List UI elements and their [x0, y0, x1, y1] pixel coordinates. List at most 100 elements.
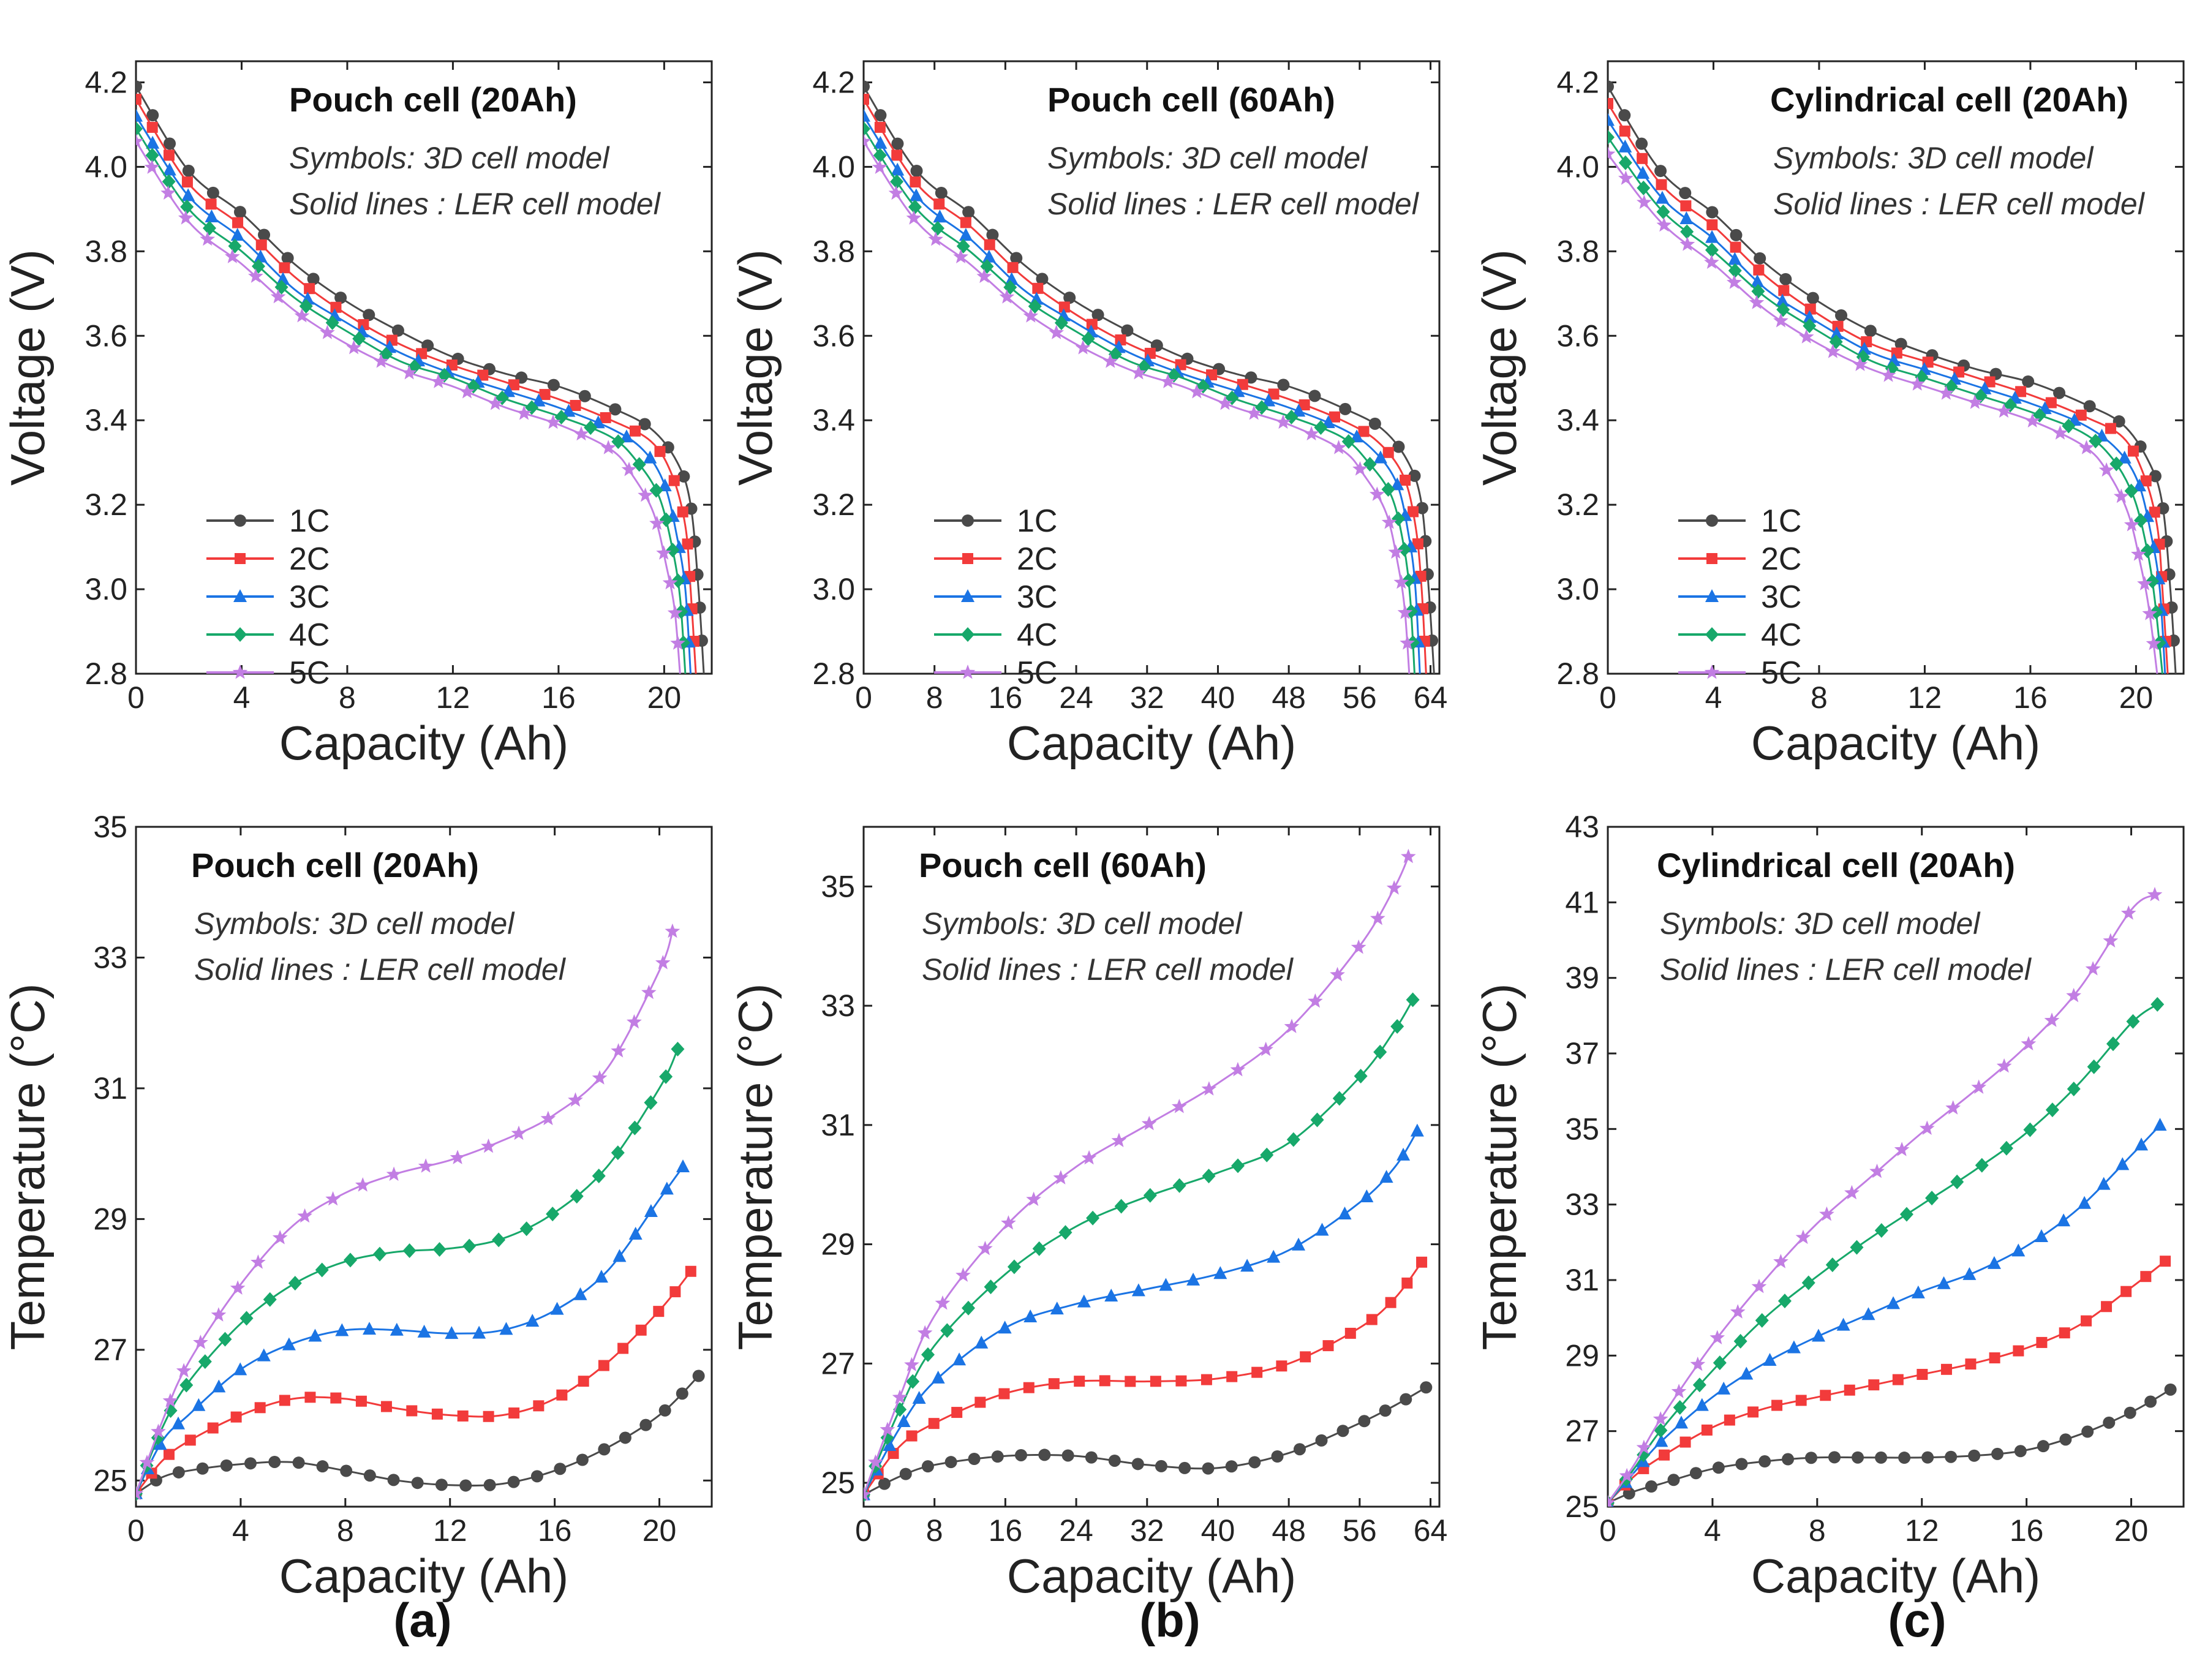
- data-point-3C: [282, 1337, 296, 1350]
- data-point-3C: [172, 1416, 186, 1430]
- data-point-1C: [1712, 1461, 1725, 1474]
- data-point-5C: [1773, 1254, 1789, 1268]
- data-point-4C: [432, 1241, 447, 1257]
- y-tick-label: 2.8: [1556, 657, 1599, 691]
- data-point-3C: [1292, 1237, 1306, 1251]
- data-point-2C: [304, 1392, 316, 1403]
- data-point-5C: [1303, 426, 1319, 441]
- data-point-5C: [662, 574, 678, 590]
- data-point-3C: [363, 1322, 377, 1335]
- data-point-3C: [2097, 1177, 2111, 1190]
- data-point-1C: [411, 1477, 424, 1490]
- data-point-1C: [658, 1404, 671, 1417]
- data-point-5C: [953, 249, 968, 263]
- data-point-1C: [363, 1469, 376, 1482]
- data-point-5C: [1386, 880, 1402, 895]
- data-point-3C: [1636, 165, 1650, 179]
- data-point-4C: [1673, 1399, 1687, 1415]
- data-point-4C: [1202, 1169, 1216, 1184]
- plot-frame: [1607, 60, 2185, 675]
- data-point-3C: [676, 1159, 690, 1172]
- data-point-2C: [1322, 1340, 1334, 1352]
- legend-label-3C: 3C: [289, 579, 330, 615]
- data-point-1C: [1085, 1451, 1098, 1464]
- plot-area: [864, 80, 1439, 674]
- data-point-2C: [2045, 397, 2057, 409]
- plot-area: [864, 848, 1433, 1502]
- data-point-1C: [244, 1457, 257, 1470]
- data-point-3C: [230, 227, 244, 241]
- data-point-1C: [2037, 1440, 2049, 1453]
- chart-b-voltage: 0 8 16 24 32 40 48 56 64 2.8 3.0 3.2 3.4 3.6 3.8 4.0 4.2…: [728, 60, 1447, 770]
- data-point-1C: [1063, 292, 1076, 304]
- data-point-5C: [1308, 993, 1323, 1008]
- data-point-2C: [279, 262, 290, 274]
- y-tick-label: 3.6: [1556, 318, 1599, 353]
- data-point-1C: [1645, 1480, 1658, 1493]
- data-point-2C: [1007, 262, 1019, 273]
- data-point-3C: [532, 393, 546, 407]
- data-point-2C: [1329, 411, 1340, 423]
- data-point-3C: [308, 1328, 322, 1342]
- series-line-5C: [1608, 894, 2155, 1504]
- data-point-2C: [1200, 1374, 1212, 1385]
- data-point-4C: [2087, 1059, 2101, 1074]
- data-point-2C: [431, 1408, 443, 1420]
- data-point-1C: [340, 1464, 353, 1477]
- data-point-4C: [1608, 130, 1615, 145]
- data-point-1C: [1806, 292, 1819, 304]
- y-tick-label: 29: [1565, 1338, 1599, 1373]
- x-axis-label: Capacity (Ah): [279, 1549, 569, 1603]
- data-point-5C: [1852, 356, 1868, 371]
- x-tick-label: 4: [232, 1513, 249, 1548]
- data-point-5C: [1246, 405, 1262, 420]
- data-point-1C: [2022, 375, 2035, 388]
- data-point-5C: [459, 384, 475, 399]
- data-point-2C: [928, 1418, 940, 1430]
- data-point-3C: [1373, 450, 1387, 464]
- data-point-4C: [145, 148, 159, 163]
- data-point-5C: [1996, 1058, 2012, 1073]
- data-point-2C: [254, 1402, 266, 1414]
- data-point-5C: [1909, 376, 1925, 391]
- data-point-5C: [355, 1177, 371, 1192]
- data-point-2C: [1032, 282, 1044, 294]
- data-point-2C: [1984, 376, 1996, 388]
- data-point-4C: [908, 199, 922, 214]
- data-point-2C: [682, 538, 693, 550]
- data-point-4C: [1260, 1147, 1274, 1162]
- data-point-2C: [668, 475, 680, 486]
- data-point-5C: [160, 185, 176, 200]
- data-point-3C: [472, 1325, 486, 1339]
- plot-area: [1608, 887, 2177, 1507]
- data-point-5C: [136, 1485, 144, 1501]
- data-point-2C: [1086, 318, 1098, 330]
- x-axis-label: Capacity (Ah): [1751, 716, 2041, 770]
- data-point-2C: [181, 176, 193, 188]
- data-point-5C: [906, 210, 922, 225]
- data-point-3C: [1390, 477, 1404, 491]
- data-point-3C: [1005, 272, 1019, 285]
- data-point-5C: [1880, 367, 1896, 382]
- data-point-5C: [928, 231, 943, 246]
- data-point-1C: [962, 206, 975, 219]
- data-point-1C: [268, 1455, 281, 1468]
- data-point-3C: [212, 1379, 226, 1393]
- data-point-3C: [612, 1249, 627, 1262]
- data-point-5C: [1938, 385, 1954, 400]
- data-point-1C: [1061, 1449, 1074, 1462]
- data-point-1C: [1339, 402, 1352, 415]
- data-point-2C: [1892, 1374, 1904, 1385]
- data-point-5C: [450, 1150, 466, 1164]
- data-point-5C: [1751, 1278, 1767, 1294]
- data-point-4C: [984, 1279, 998, 1295]
- data-point-2C: [330, 301, 342, 313]
- x-tick-label: 16: [2013, 680, 2048, 715]
- data-point-5C: [136, 134, 144, 148]
- y-tick-label: 4.0: [1556, 149, 1599, 184]
- data-point-5C: [904, 1357, 919, 1372]
- y-axis-label: Voltage (V): [728, 249, 782, 486]
- legend-label-1C: 1C: [1761, 503, 1801, 539]
- data-point-4C: [263, 1292, 277, 1307]
- data-point-3C: [1654, 1434, 1668, 1447]
